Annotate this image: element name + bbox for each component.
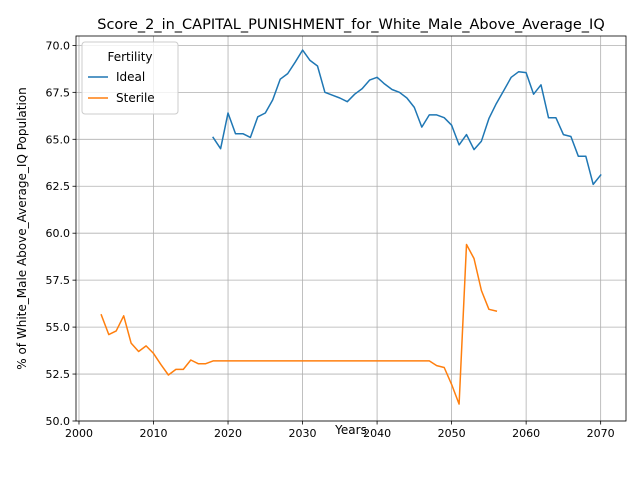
- y-tick-label: 70.0: [46, 39, 71, 52]
- y-tick-label: 67.5: [46, 86, 71, 99]
- x-tick-label: 2060: [512, 427, 540, 440]
- y-axis-ticks: 50.0 52.5 55.0 57.5 60.0 62.5 65.0 67.5 70.0: [46, 39, 76, 428]
- y-tick-label: 57.5: [46, 274, 71, 287]
- x-axis-label: Years: [334, 423, 367, 437]
- legend-label-ideal: Ideal: [116, 70, 145, 84]
- x-tick-label: 2030: [289, 427, 317, 440]
- x-tick-label: 2020: [214, 427, 242, 440]
- y-tick-label: 52.5: [46, 368, 71, 381]
- y-tick-label: 60.0: [46, 227, 71, 240]
- legend: Fertility Ideal Sterile: [81, 41, 179, 115]
- legend-title: Fertility: [107, 50, 152, 64]
- x-tick-label: 2010: [140, 427, 168, 440]
- series-line-sterile: [100, 243, 498, 405]
- legend-label-sterile: Sterile: [116, 91, 155, 105]
- y-tick-label: 55.0: [46, 321, 71, 334]
- x-axis-ticks: 2000 2010 2020 2030 2040 2050 2060 2070: [65, 421, 615, 440]
- y-axis-label: % of White_Male Above_Average_IQ Populat…: [15, 87, 29, 370]
- x-tick-label: 2000: [65, 427, 93, 440]
- x-tick-label: 2040: [363, 427, 391, 440]
- y-tick-label: 50.0: [46, 415, 71, 428]
- chart-title: Score_2_in_CAPITAL_PUNISHMENT_for_White_…: [97, 17, 605, 33]
- series-lines: [100, 49, 602, 405]
- plot-frame: [75, 35, 627, 422]
- legend-box: [81, 41, 179, 115]
- y-tick-label: 65.0: [46, 133, 71, 146]
- y-tick-label: 62.5: [46, 180, 71, 193]
- x-tick-label: 2070: [587, 427, 615, 440]
- series-line-ideal: [212, 49, 602, 186]
- x-tick-label: 2050: [438, 427, 466, 440]
